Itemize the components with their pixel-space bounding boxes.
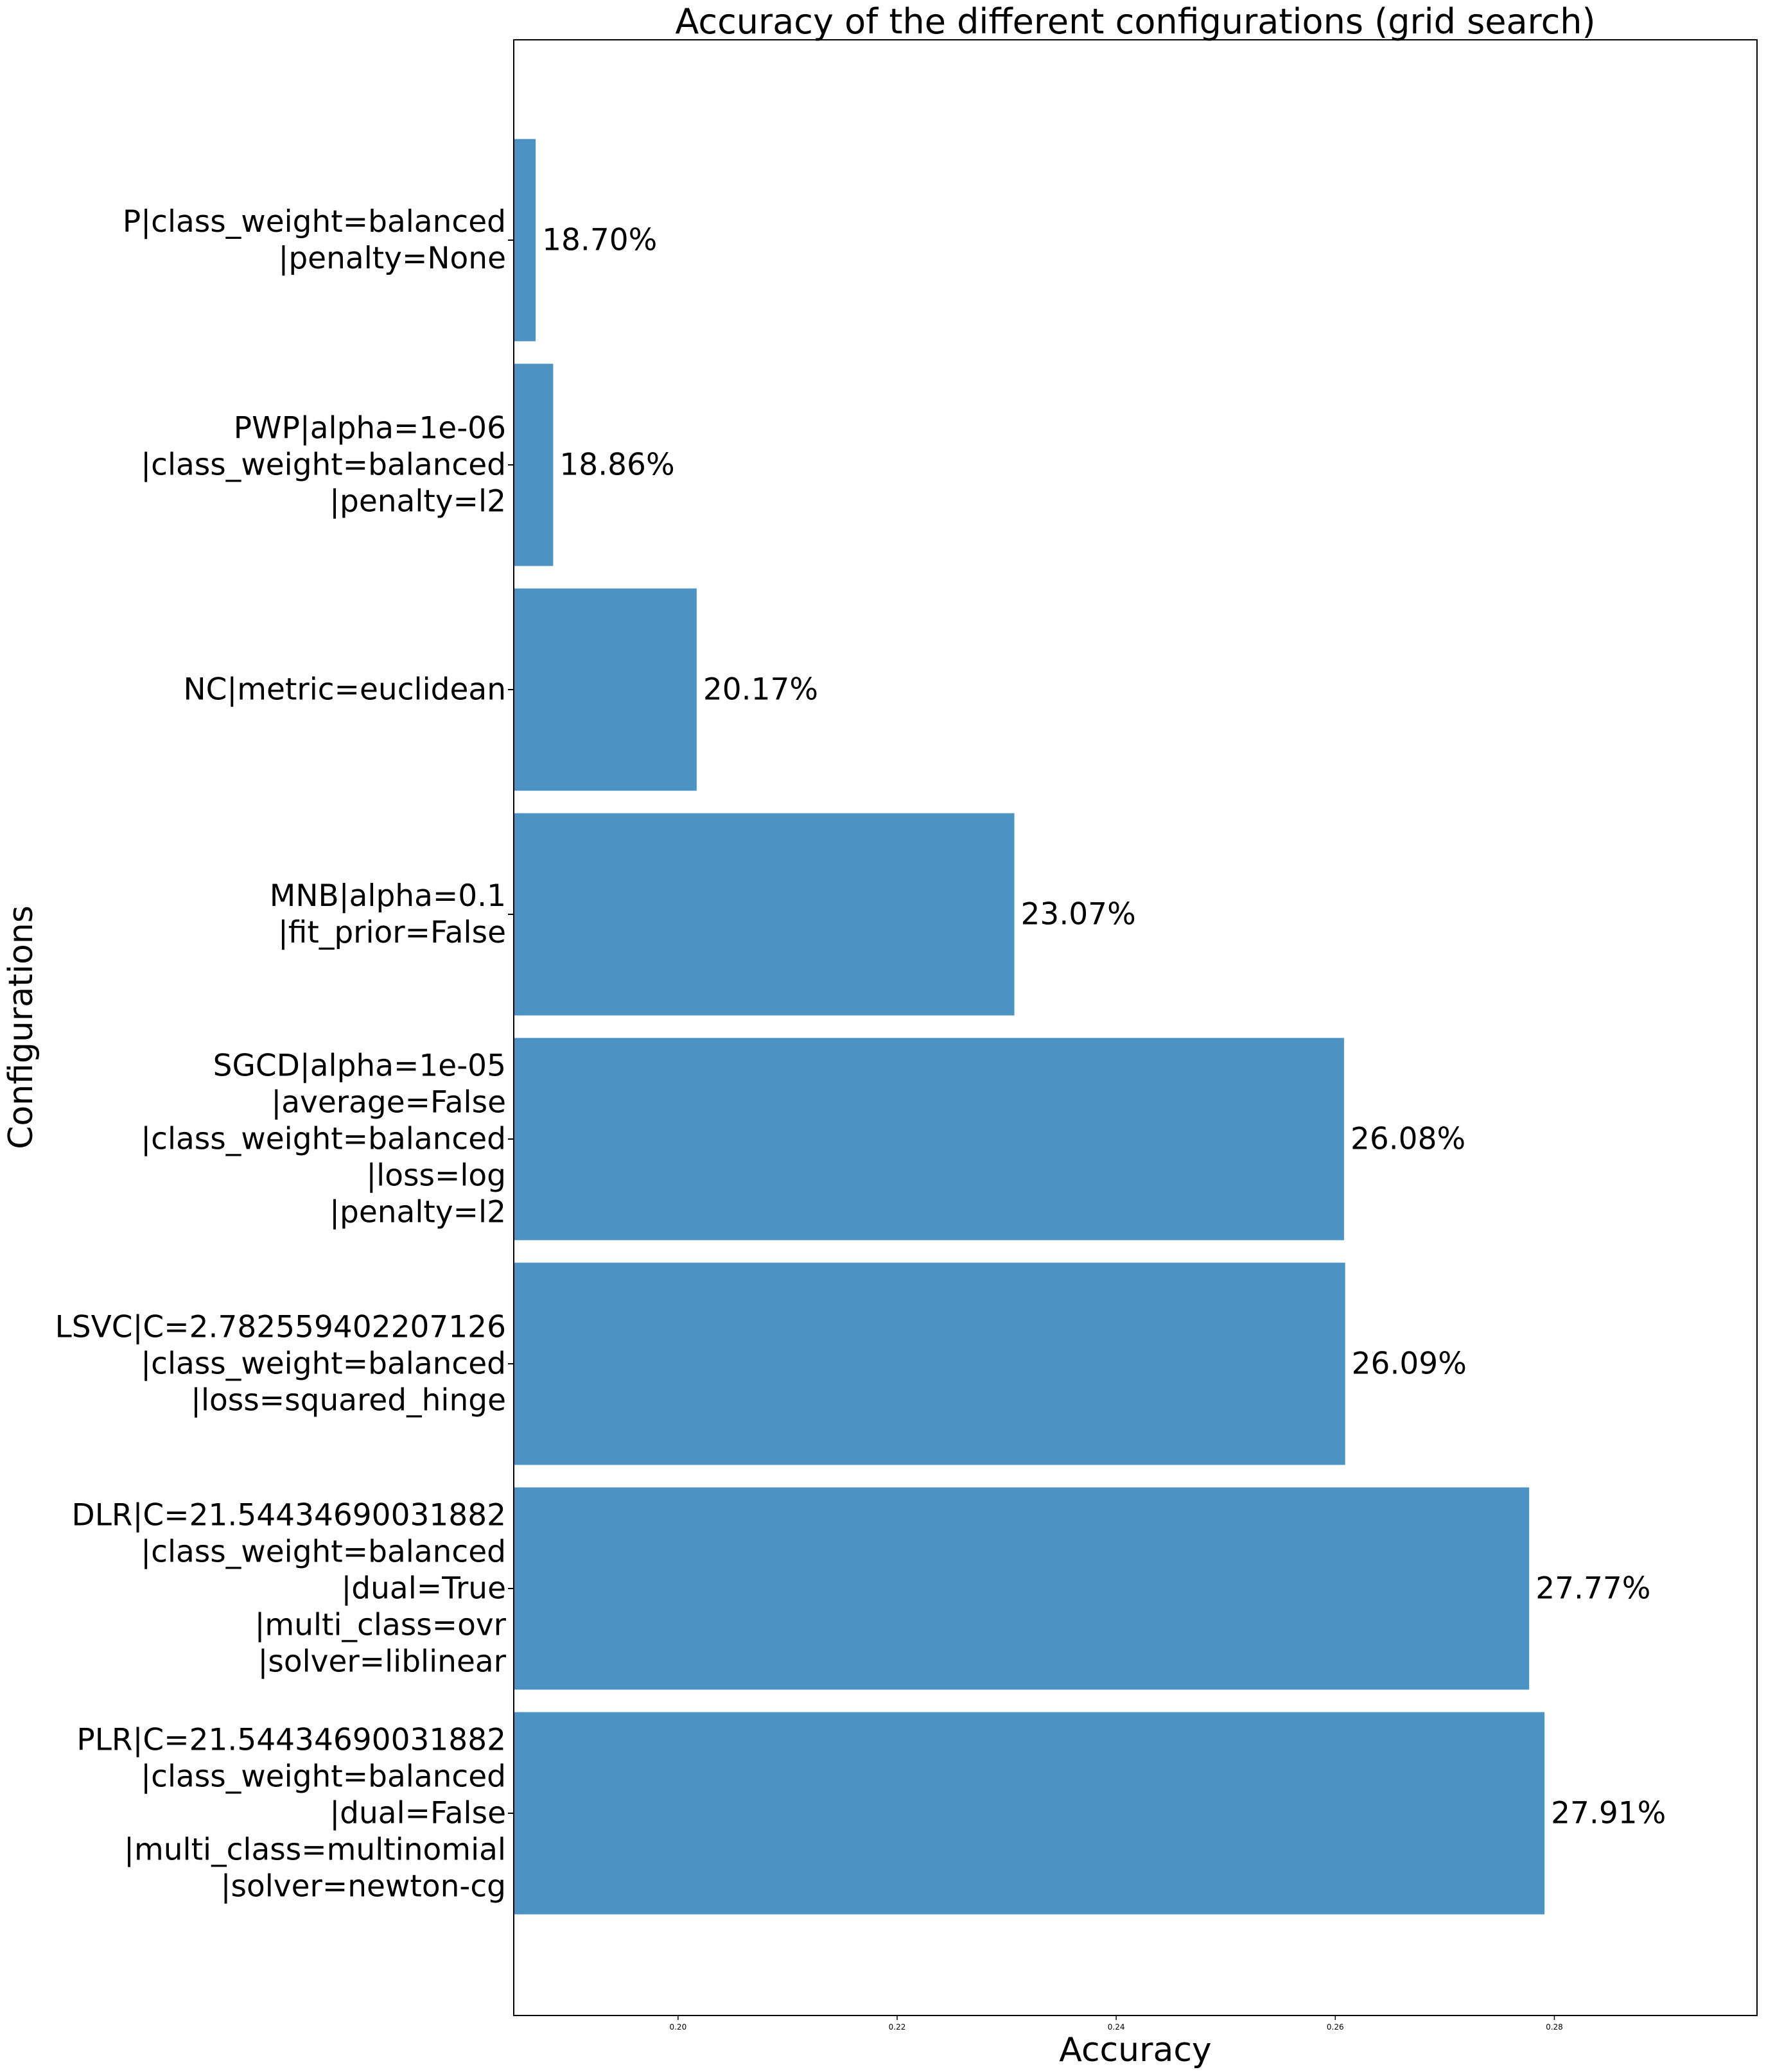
bar <box>514 363 554 566</box>
y-tick-label: P|class_weight=balanced <box>123 204 506 239</box>
y-tick-label: |average=False <box>271 1085 506 1120</box>
data-label: 26.09% <box>1352 1346 1467 1382</box>
x-tick-label: 0.24 <box>1108 2023 1125 2032</box>
data-label: 27.91% <box>1551 1796 1666 1831</box>
data-label: 20.17% <box>703 672 818 708</box>
y-tick-label: LSVC|C=2.782559402207126 <box>55 1310 506 1345</box>
y-tick-label: PWP|alpha=1e-06 <box>234 411 506 446</box>
bar <box>514 813 1015 1016</box>
bar <box>514 1487 1530 1690</box>
y-tick-label: |class_weight=balanced <box>141 1122 506 1157</box>
bars-layer <box>514 139 1545 1915</box>
data-label: 18.86% <box>559 448 674 483</box>
category-labels-layer: P|class_weight=balanced|penalty=None PWP|… <box>55 204 507 1904</box>
x-tick-label: 0.20 <box>669 2023 686 2032</box>
y-tick-label: |penalty=l2 <box>329 1195 506 1230</box>
y-tick-label: |class_weight=balanced <box>141 1759 506 1795</box>
x-axis-label: Accuracy <box>1059 2031 1211 2069</box>
y-tick-label: MNB|alpha=0.1 <box>270 878 506 914</box>
bar <box>514 1038 1344 1241</box>
y-axis-label: Configurations <box>2 905 40 1149</box>
y-tick-label: |penalty=None <box>279 241 506 276</box>
y-tick-label: DLR|C=21.54434690031882 <box>72 1498 506 1533</box>
y-tick-label: NC|metric=euclidean <box>183 672 506 708</box>
x-tick-label: 0.22 <box>889 2023 906 2032</box>
bar <box>514 1262 1345 1465</box>
y-tick-label: |class_weight=balanced <box>141 448 506 483</box>
y-tick-label: |multi_class=ovr <box>255 1608 507 1643</box>
bar <box>514 139 536 342</box>
y-tick-label: |fit_prior=False <box>278 915 506 950</box>
value-labels-layer: 18.70% 18.86% 20.17% 23.07% 26.08% 26.09% 27.7… <box>542 223 1666 1831</box>
data-label: 18.70% <box>542 223 657 258</box>
bar <box>514 588 697 791</box>
x-tick-label: 0.26 <box>1327 2023 1344 2032</box>
y-tick-label: |solver=liblinear <box>258 1644 507 1680</box>
y-tick-label: PLR|C=21.54434690031882 <box>76 1723 506 1758</box>
y-tick-label: |loss=log <box>366 1158 506 1194</box>
bar <box>514 1712 1545 1915</box>
y-tick-label: |dual=False <box>329 1796 506 1831</box>
data-label: 26.08% <box>1351 1122 1465 1157</box>
y-tick-label: |multi_class=multinomial <box>124 1833 506 1868</box>
x-tick-label: 0.28 <box>1546 2023 1563 2032</box>
y-tick-label: SGCD|alpha=1e-05 <box>213 1049 506 1084</box>
plot-frame <box>513 39 1758 2016</box>
ticks-layer: 0.20 0.22 0.24 0.26 0.28 <box>508 239 1563 2032</box>
y-tick-label: |penalty=l2 <box>329 484 506 519</box>
y-tick-label: |solver=newton-cg <box>221 1869 506 1904</box>
y-tick-label: |dual=True <box>341 1571 506 1606</box>
y-tick-label: |class_weight=balanced <box>141 1535 506 1570</box>
y-tick-label: |class_weight=balanced <box>141 1346 506 1382</box>
chart-title: Accuracy of the different configurations… <box>675 1 1595 42</box>
data-label: 23.07% <box>1021 897 1136 932</box>
data-label: 27.77% <box>1535 1571 1650 1606</box>
y-tick-label: |loss=squared_hinge <box>191 1383 506 1418</box>
